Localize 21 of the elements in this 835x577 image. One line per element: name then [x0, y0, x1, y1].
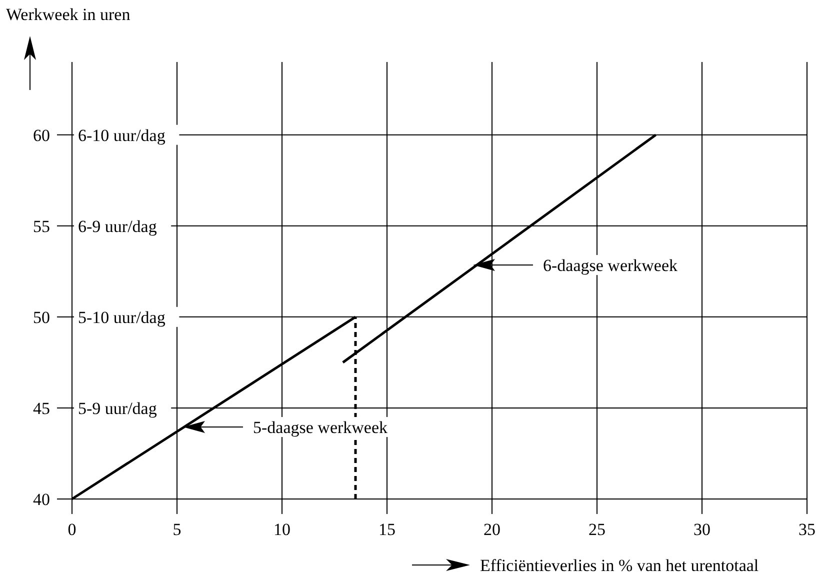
x-tick-label: 30 — [694, 520, 710, 539]
y-tick-label: 40 — [33, 490, 50, 509]
y-tick-label: 60 — [33, 126, 50, 145]
x-axis-title: Efficiëntieverlies in % van het urentotaal — [480, 556, 759, 575]
ref-line-label: 6-10 uur/dag — [78, 126, 166, 145]
ref-line-label: 5-10 uur/dag — [78, 308, 166, 327]
annotation: 6-daagse werkweek — [543, 256, 678, 275]
x-tick-label: 35 — [798, 520, 816, 539]
annotation: 5-daagse werkweek — [253, 418, 388, 437]
y-tick-label: 55 — [33, 216, 50, 236]
x-tick-label: 15 — [378, 520, 396, 539]
ref-line-label: 5-9 uur/dag — [78, 398, 158, 418]
x-tick-label: 0 — [68, 520, 76, 539]
x-tick-label: 10 — [274, 520, 290, 539]
x-tick-label: 5 — [172, 520, 182, 539]
y-tick-label: 50 — [33, 308, 50, 327]
ref-line-label: 6-9 uur/dag — [78, 216, 158, 236]
x-tick-label: 25 — [588, 520, 606, 539]
y-axis-title: Werkweek in uren — [6, 5, 131, 24]
x-tick-label: 20 — [484, 520, 500, 539]
y-tick-label: 45 — [33, 398, 50, 418]
